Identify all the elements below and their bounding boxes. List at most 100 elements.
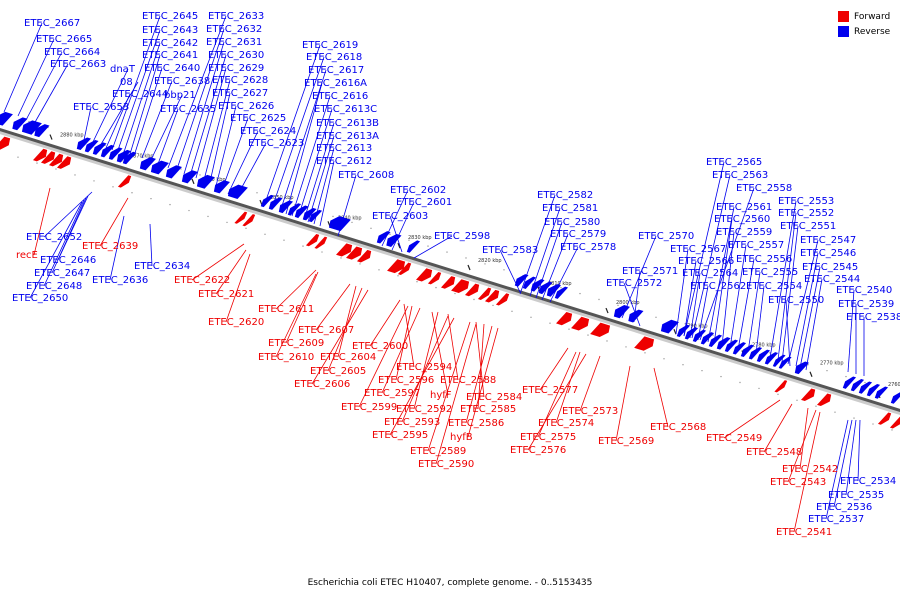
gene-arrows — [0, 111, 900, 429]
label-leader-line — [653, 367, 669, 428]
reverse-gene-arrow — [100, 144, 115, 158]
gene-label: ETEC_2621 — [198, 289, 254, 300]
gene-label: ETEC_2599 — [341, 402, 397, 413]
forward-gene-arrow — [40, 151, 56, 164]
reverse-gene-arrow — [294, 205, 309, 218]
label-leader-line — [307, 135, 335, 223]
forward-gene-arrow — [314, 236, 328, 249]
forward-track-dot — [435, 286, 437, 289]
label-leader-line — [221, 117, 249, 191]
label-leader-line — [279, 69, 327, 213]
label-leader-line — [225, 253, 251, 323]
gene-label: ETEC_2582 — [537, 190, 593, 201]
reverse-track-dot — [503, 269, 505, 271]
label-leader-line — [683, 260, 697, 337]
reverse-gene-arrow — [676, 324, 691, 338]
forward-gene-arrow — [234, 211, 248, 224]
reverse-gene-arrow — [764, 352, 779, 365]
gene-label: ETEC_2551 — [780, 221, 836, 232]
label-leader-line — [723, 399, 781, 439]
label-leader-line — [529, 207, 561, 297]
gene-label: ETEC_2630 — [208, 50, 264, 61]
label-leader-line — [43, 191, 93, 238]
reverse-track-dot — [446, 251, 448, 253]
gene-label: ETEC_2589 — [410, 446, 466, 457]
label-leader-line — [99, 197, 129, 247]
gene-label: ETEC_2548 — [746, 447, 802, 458]
gene-label: ETEC_2553 — [778, 196, 834, 207]
label-leader-line — [729, 244, 747, 349]
label-leader-line — [539, 347, 569, 391]
gene-label: ETEC_2561 — [716, 202, 772, 213]
reverse-gene-arrow — [122, 151, 137, 165]
forward-track-dot — [397, 275, 399, 277]
forward-track-dot — [549, 322, 551, 324]
label-leader-line — [3, 22, 43, 113]
reverse-track-dot — [351, 221, 353, 224]
label-leader-line — [291, 95, 331, 217]
label-leader-line — [847, 289, 855, 373]
gene-label: ETEC_2642 — [142, 38, 198, 49]
label-leader-line — [235, 142, 267, 199]
gene-label: ETEC_2542 — [782, 464, 838, 475]
reverse-track-dot — [465, 257, 467, 259]
label-leader-line — [447, 313, 459, 381]
forward-gene-arrow — [305, 233, 320, 247]
kbp-tick-mark — [809, 371, 813, 377]
label-leader-line — [793, 411, 821, 533]
forward-track-dot — [473, 298, 475, 301]
kbp-tick-label: 2770 kbp — [820, 361, 844, 367]
label-leader-line — [787, 239, 819, 365]
gene-label: ETEC_2605 — [310, 366, 366, 377]
kbp-tick-mark — [49, 134, 53, 140]
label-leader-line — [381, 189, 409, 247]
reverse-gene-arrow — [778, 356, 792, 369]
reverse-track-dot — [864, 381, 866, 384]
reverse-track-dot — [826, 369, 828, 372]
gene-label: bbp21 — [164, 90, 196, 101]
gene-label: ETEC_2620 — [208, 317, 264, 328]
forward-track-dot — [359, 263, 361, 265]
reverse-gene-arrow — [165, 165, 182, 179]
label-leader-line — [358, 305, 409, 408]
kbp-tick-label: 2870 kbp — [130, 153, 154, 159]
gene-label: ETEC_2549 — [706, 433, 762, 444]
reverse-gene-arrow — [842, 376, 857, 389]
reverse-gene-arrow — [716, 337, 731, 350]
gene-label: ETEC_2592 — [396, 404, 452, 415]
gene-label: ETEC_2560 — [714, 214, 770, 225]
reverse-gene-arrow — [700, 332, 715, 345]
forward-track-dot — [701, 369, 703, 372]
gene-label: ETEC_2653 — [73, 102, 129, 113]
reverse-gene-arrow — [260, 194, 275, 208]
forward-track-dot — [321, 251, 323, 253]
gene-label: ETEC_2647 — [34, 268, 90, 279]
gene-label: recE — [16, 250, 38, 261]
forward-track-dot — [207, 215, 209, 218]
gene-label: ETEC_2546 — [800, 248, 856, 259]
gene-label: ETEC_2564 — [682, 268, 738, 279]
label-leader-line — [697, 285, 709, 341]
reverse-track-dot — [617, 304, 619, 307]
gene-label: ETEC_2568 — [650, 422, 706, 433]
reverse-gene-arrow — [12, 117, 28, 131]
reverse-gene-arrow — [76, 137, 92, 151]
forward-gene-arrow — [346, 246, 363, 260]
label-leader-line — [285, 271, 319, 344]
gene-label: ETEC_2576 — [510, 445, 566, 456]
gene-label: ETEC_2543 — [770, 477, 826, 488]
legend-forward-swatch — [838, 11, 849, 22]
reverse-track-dot — [655, 316, 657, 318]
gene-label: ETEC_2584 — [466, 392, 522, 403]
label-leader-line — [133, 67, 163, 157]
reverse-track-dot — [845, 375, 847, 378]
label-leader-line — [337, 285, 357, 358]
label-leader-line — [623, 282, 641, 327]
label-leader-line — [391, 201, 415, 251]
gene-label: ETEC_2650 — [12, 293, 68, 304]
label-leader-line — [763, 403, 793, 453]
forward-gene-arrow — [464, 283, 480, 297]
reverse-track-dot — [712, 334, 714, 336]
label-leader-line — [541, 233, 569, 301]
